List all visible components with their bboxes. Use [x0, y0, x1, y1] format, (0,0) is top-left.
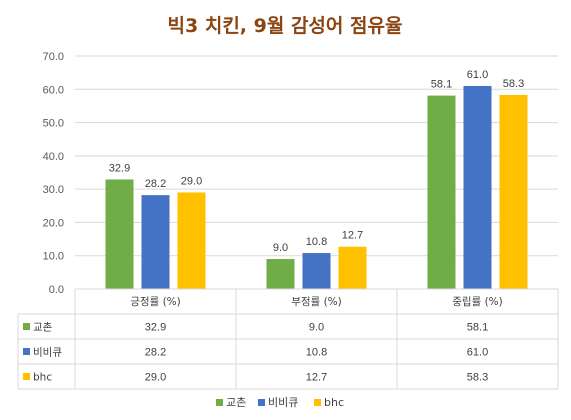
y-tick-label: 0.0: [49, 284, 64, 296]
bar: [499, 94, 528, 290]
legend-swatch: [216, 399, 223, 406]
chart-title: 빅3 치킨, 9월 감성어 점유율: [168, 15, 403, 37]
y-axis-ticks: 0.0 10.0 20.0 30.0 40.0 50.0 60.0 70.0: [43, 51, 64, 296]
bar: [105, 179, 134, 289]
legend-key-swatch: [23, 323, 30, 330]
table-cell: 29.0: [145, 372, 166, 384]
data-label: 58.1: [431, 79, 452, 91]
bar: [427, 95, 456, 289]
legend-swatch: [258, 399, 265, 406]
data-label: 29.0: [181, 175, 202, 187]
legend-label: 비비큐: [268, 396, 298, 409]
legend-key-swatch: [23, 348, 30, 355]
bar: [177, 192, 206, 289]
table-cell: 61.0: [467, 347, 488, 359]
category-label: 부정률 (%): [291, 296, 342, 308]
bars: [105, 85, 528, 290]
legend-label: 교촌: [226, 396, 246, 409]
data-label: 58.3: [503, 78, 524, 90]
table-cell: 28.2: [145, 347, 166, 359]
data-label: 10.8: [306, 236, 327, 248]
data-label: 61.0: [467, 69, 488, 81]
data-label: 32.9: [109, 162, 130, 174]
table-cell: 32.9: [145, 322, 166, 334]
data-labels: 32.9 28.2 29.0 9.0 10.8 12.7 58.1 61.0 58.3: [109, 69, 524, 254]
table-cell: 58.1: [467, 322, 488, 334]
table-cell: 12.7: [306, 372, 327, 384]
y-tick-label: 30.0: [43, 184, 64, 196]
series-name: bhc: [33, 372, 52, 384]
series-name: 교촌: [33, 322, 53, 334]
y-tick-label: 60.0: [43, 84, 64, 96]
data-label: 12.7: [342, 230, 363, 242]
y-tick-label: 10.0: [43, 251, 64, 263]
series-name: 비비큐: [33, 347, 62, 359]
table-cell: 58.3: [467, 372, 488, 384]
data-table: 긍정률 (%) 부정률 (%) 중립률 (%) 교촌 32.9 9.0 58.1 비비큐 28.…: [17, 288, 559, 390]
table-cell: 9.0: [309, 322, 324, 334]
y-tick-label: 70.0: [43, 51, 64, 63]
data-label: 9.0: [273, 242, 288, 254]
bar: [302, 253, 331, 289]
legend-label: bhc: [324, 396, 344, 409]
legend-swatch: [314, 399, 321, 406]
bar: [266, 259, 295, 289]
data-label: 28.2: [145, 178, 166, 190]
table-cell: 10.8: [306, 347, 327, 359]
y-tick-label: 20.0: [43, 217, 64, 229]
legend: 교촌 비비큐 bhc: [216, 396, 344, 409]
y-tick-label: 40.0: [43, 151, 64, 163]
legend-key-swatch: [23, 373, 30, 380]
bar: [338, 246, 367, 289]
category-label: 긍정률 (%): [130, 296, 181, 308]
y-tick-label: 50.0: [43, 118, 64, 130]
bar: [463, 85, 492, 289]
bar: [141, 195, 170, 289]
category-label: 중립률 (%): [452, 295, 503, 308]
